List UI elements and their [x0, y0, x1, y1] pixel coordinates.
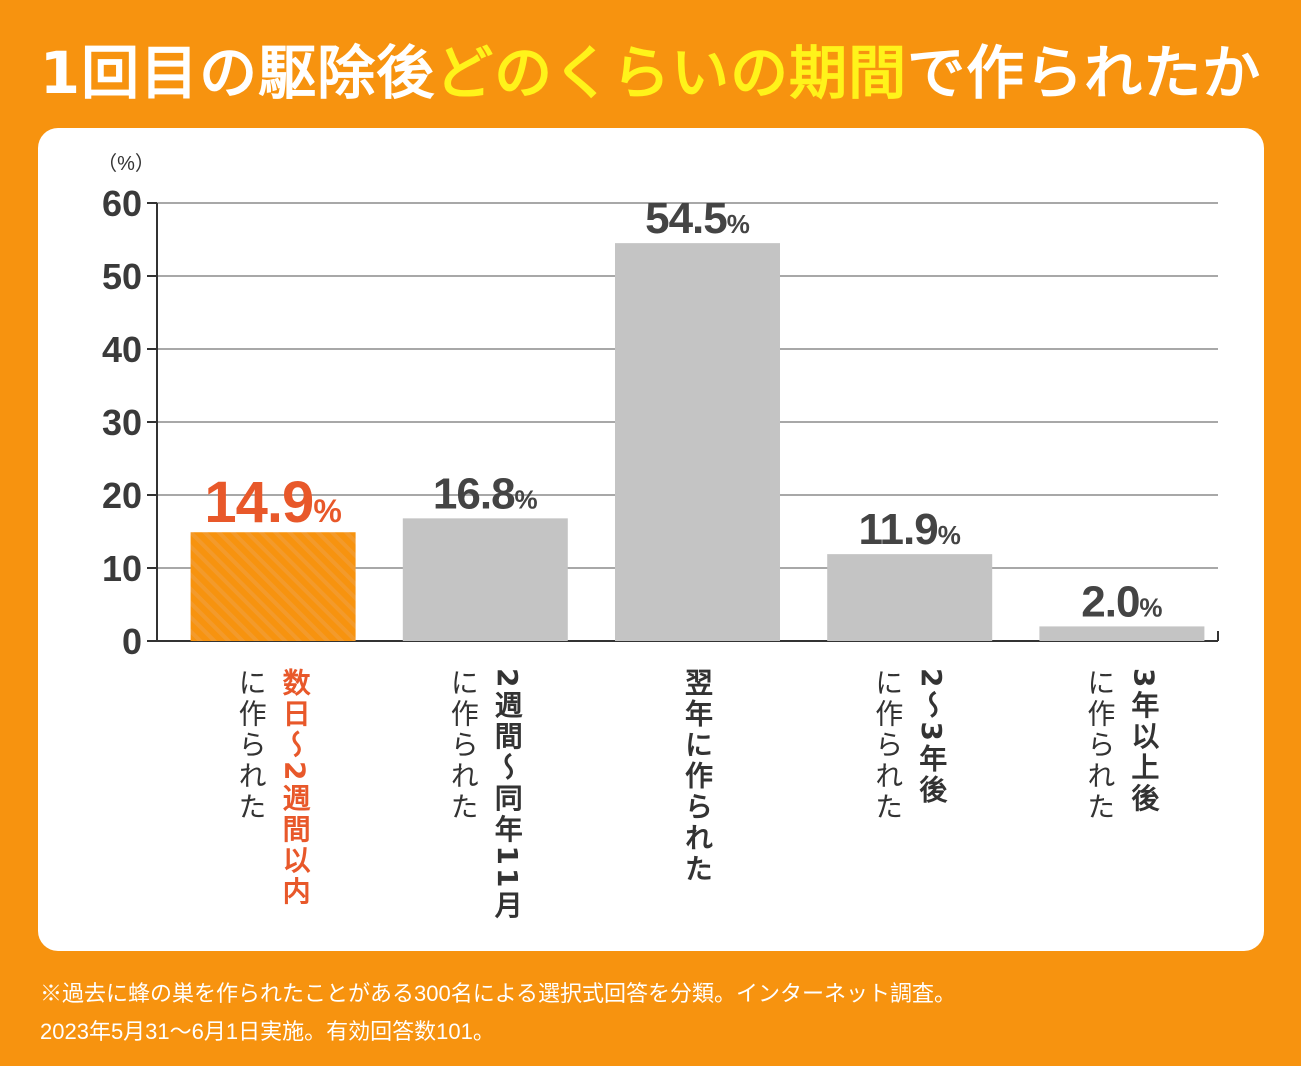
title-part1: 1回目の駆除後 — [39, 39, 436, 107]
y-tick-label: 50 — [102, 256, 142, 297]
bar-2 — [402, 518, 568, 641]
chart-panel: （%） 0 10 20 30 40 50 60 14.9% 数日〜2週間以内 に作られた 16.8%… — [38, 128, 1264, 951]
value-label-5: 2.0% — [1081, 577, 1162, 626]
y-tick-label: 0 — [122, 621, 142, 662]
category-label-1-line-2: に作られた — [235, 668, 268, 823]
y-tick-label: 10 — [102, 548, 142, 589]
category-label-2-line-2: に作られた — [447, 668, 480, 823]
y-tick-label: 40 — [102, 329, 142, 370]
category-label-3-line-1: 翌年に作られた — [681, 668, 714, 885]
category-label-5-line-2: に作られた — [1083, 668, 1116, 823]
bar-3 — [615, 243, 780, 641]
bar-4 — [827, 554, 993, 641]
category-label-4-line-2: に作られた — [871, 668, 904, 823]
footnote-line2: 2023年5月31〜6月1日実施。有効回答数101。 — [40, 1019, 495, 1044]
value-label-3: 54.5% — [645, 194, 750, 243]
category-label-4-line-1: 2〜3年後 — [915, 668, 948, 806]
y-tick-label: 60 — [102, 183, 142, 224]
value-label-1: 14.9% — [204, 470, 341, 535]
y-tick-label: 30 — [102, 402, 142, 443]
chart-title: 1回目の駆除後どのくらいの期間で作られたか — [0, 26, 1301, 110]
category-label-2-line-1: 2週間〜同年11月 — [491, 668, 524, 921]
bar-5 — [1039, 626, 1205, 641]
y-unit-label: （%） — [97, 152, 155, 175]
footnote-line1: ※過去に蜂の巣を作られたことがある300名による選択式回答を分類。インターネット… — [40, 981, 957, 1006]
bar-1 — [190, 532, 356, 641]
value-label-2: 16.8% — [433, 469, 538, 518]
category-label-1-line-1: 数日〜2週間以内 — [279, 668, 312, 908]
y-tick-label: 20 — [102, 475, 142, 516]
title-part2: で作られたか — [907, 39, 1262, 107]
category-label-5-line-1: 3年以上後 — [1127, 668, 1160, 814]
title-highlight: どのくらいの期間 — [435, 39, 908, 107]
value-label-4: 11.9% — [859, 505, 961, 554]
